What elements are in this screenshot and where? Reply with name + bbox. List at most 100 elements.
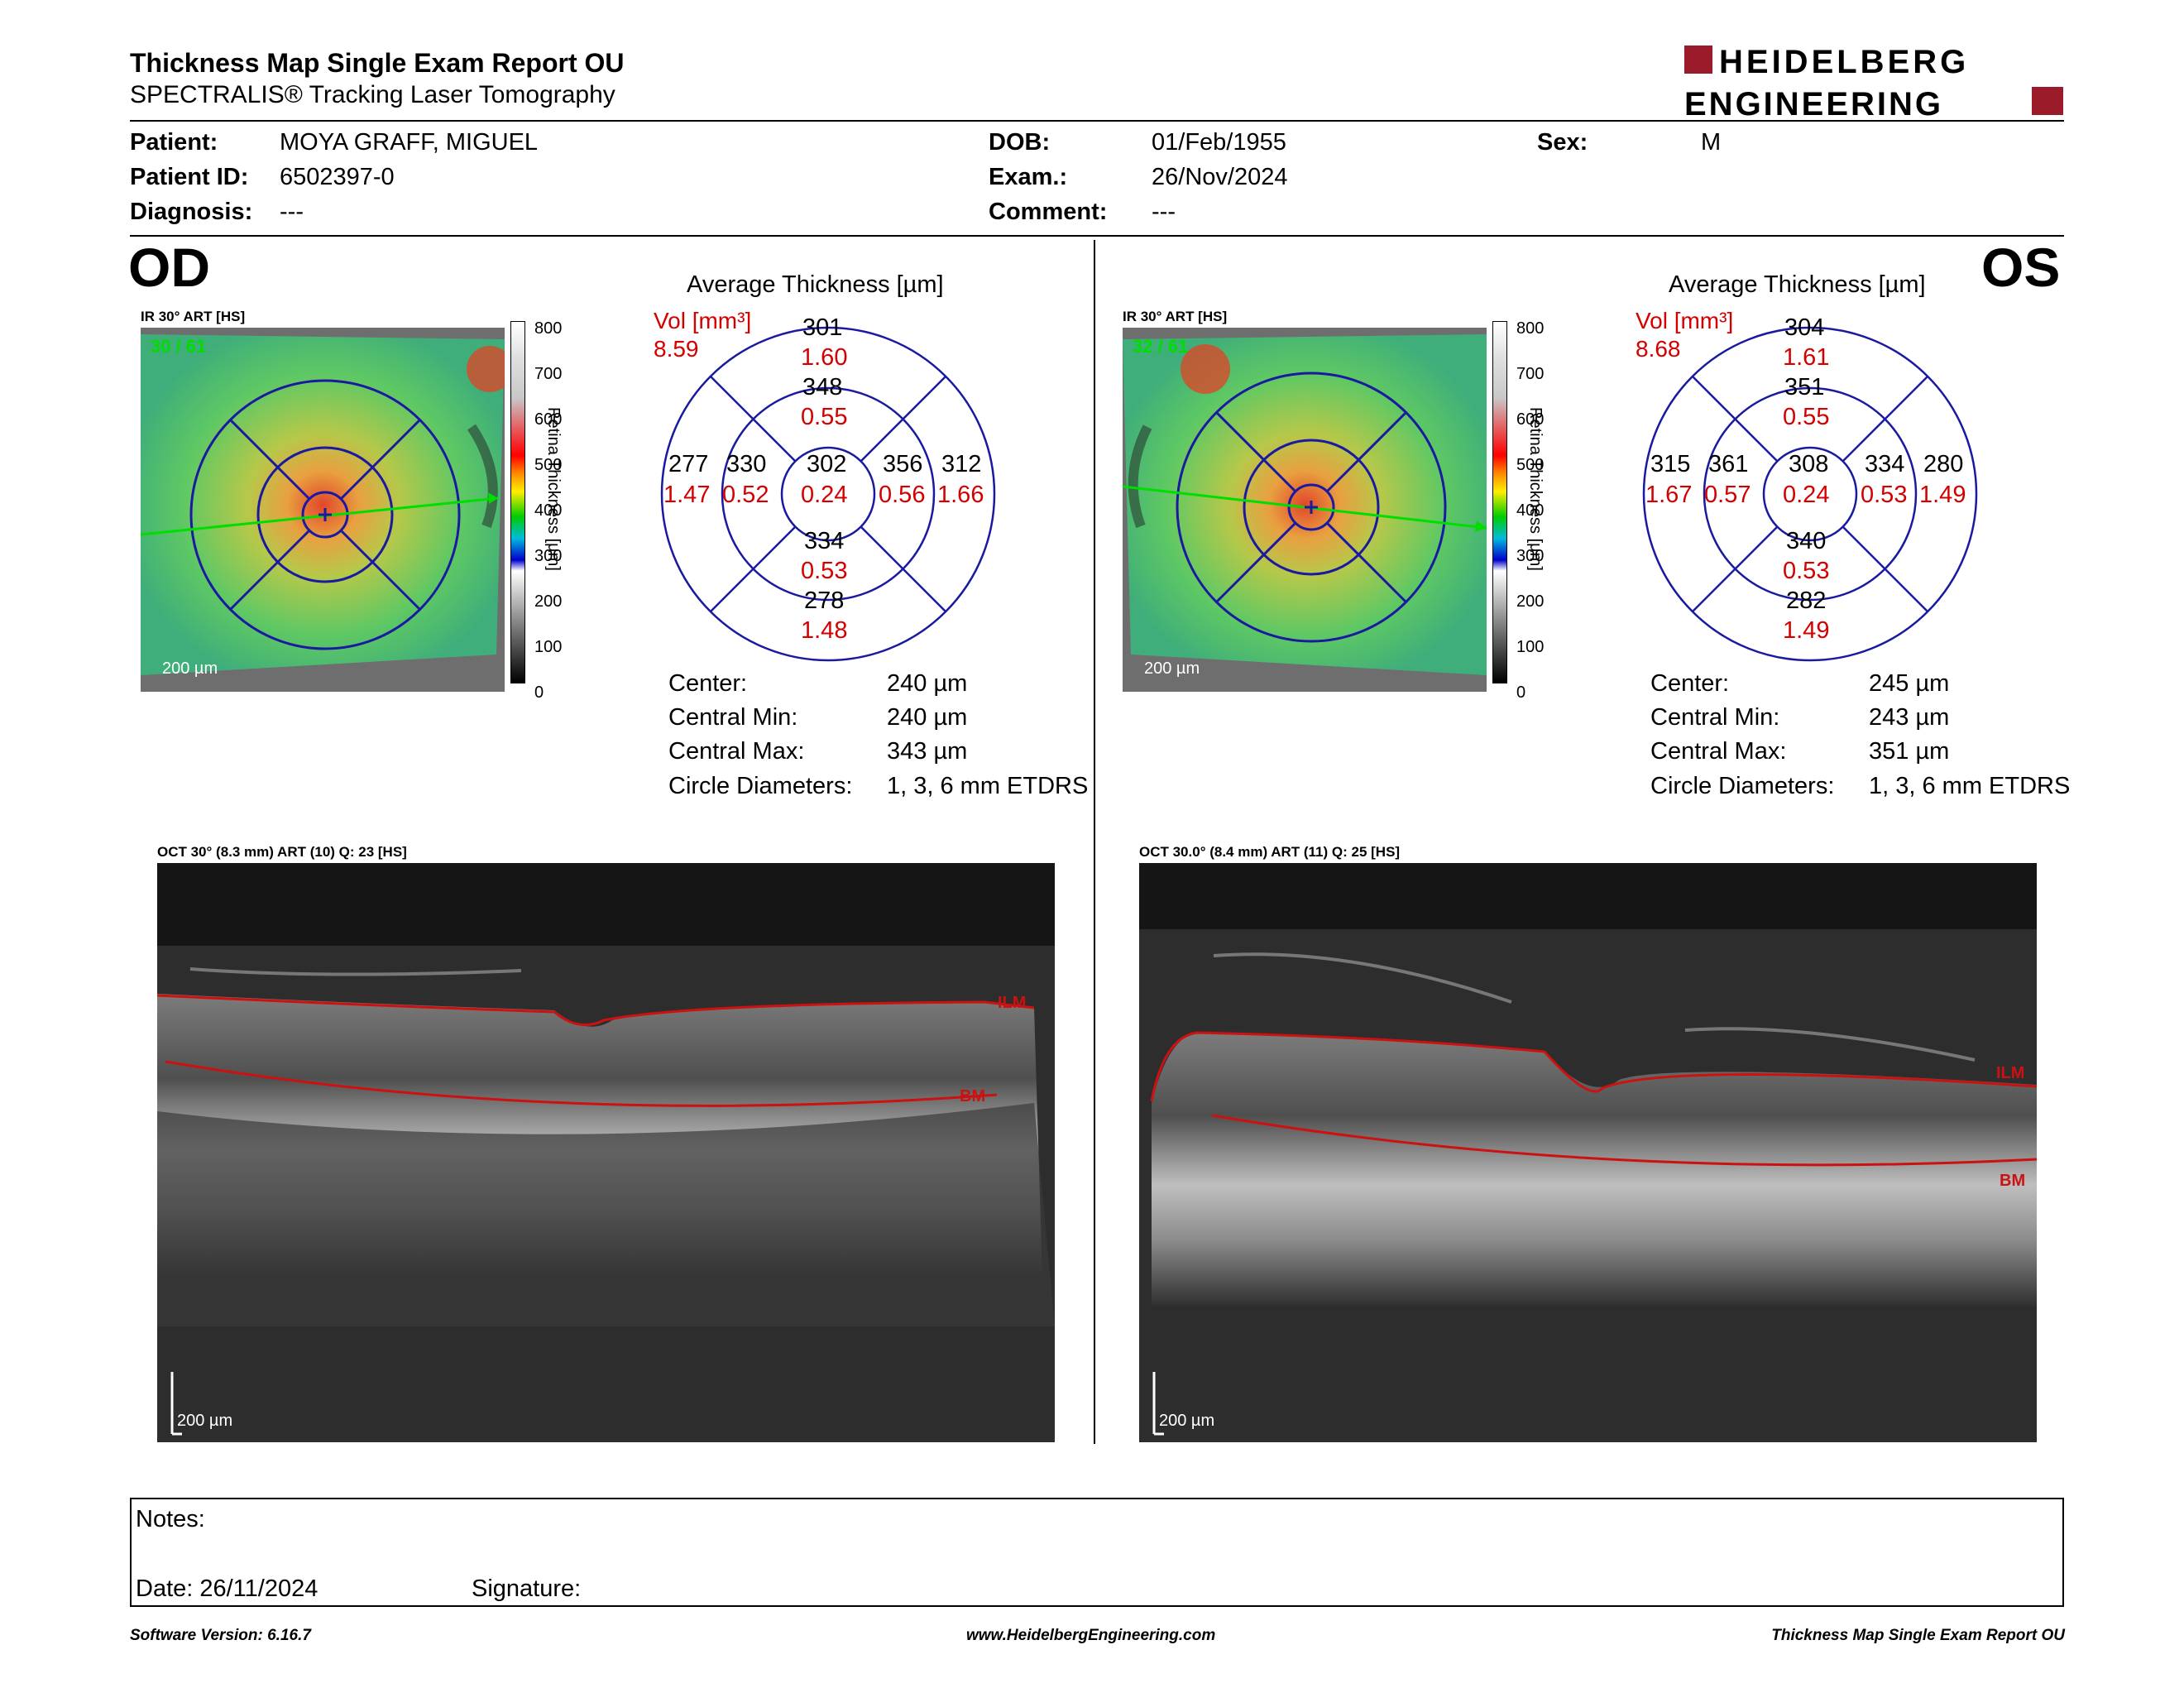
footer-report-name: Thickness Map Single Exam Report OU — [1771, 1627, 2065, 1644]
os-circle-diam-value: 1, 3, 6 mm ETDRS — [1869, 773, 2071, 799]
od-oct-label: OCT 30° (8.3 mm) ART (10) Q: 23 [HS] — [157, 844, 407, 860]
os-outer-temp-thickness: 280 — [1923, 451, 1964, 477]
sex-label: Sex: — [1537, 129, 1588, 156]
os-inner-temp-volume: 0.53 — [1861, 482, 1908, 508]
od-frame-count: 30 / 61 — [151, 336, 206, 357]
header-divider — [130, 120, 2064, 122]
os-center-volume: 0.24 — [1783, 482, 1830, 508]
od-center-volume: 0.24 — [801, 482, 848, 508]
os-inner-sup-volume: 0.55 — [1783, 404, 1830, 430]
os-oct-bscan: ILM BM 200 µm — [1139, 863, 2037, 1442]
od-vol-total: 8.59 — [654, 336, 699, 362]
os-colorbar — [1492, 321, 1507, 683]
od-outer-inf-volume: 1.48 — [801, 617, 848, 644]
patient-label: Patient: — [130, 129, 218, 156]
signature-label: Signature: — [472, 1575, 582, 1602]
notes-box[interactable] — [130, 1498, 2064, 1607]
os-ilm-label: ILM — [1996, 1064, 2024, 1082]
os-outer-temp-volume: 1.49 — [1919, 482, 1966, 508]
notes-label: Notes: — [136, 1506, 205, 1532]
od-central-max-value: 343 µm — [887, 738, 968, 765]
od-central-min-value: 240 µm — [887, 704, 968, 731]
logo-line1: HEIDELBERG — [1719, 46, 1969, 80]
diagnosis-label: Diagnosis: — [130, 199, 253, 225]
os-circle-diam-label: Circle Diameters: — [1650, 773, 1835, 799]
os-inner-temp-thickness: 334 — [1865, 451, 1905, 477]
od-oct-bscan: ILM BM 200 µm — [157, 863, 1055, 1442]
od-outer-nas-volume: 1.66 — [937, 482, 984, 508]
od-inner-temp-thickness: 330 — [726, 451, 767, 477]
od-bm-label: BM — [960, 1087, 985, 1105]
od-outer-inf-thickness: 278 — [804, 587, 845, 614]
os-thickness-map: 32 / 61 200 µm — [1123, 328, 1487, 692]
os-inner-nas-thickness: 361 — [1708, 451, 1749, 477]
heidelberg-engineering-logo: HEIDELBERG ENGINEERING — [1684, 46, 2063, 118]
od-colorbar-ticks: 800 700 600 500 400 300 200 100 0 — [534, 319, 563, 702]
eye-label-os: OS — [1981, 237, 2061, 298]
report-subtitle: SPECTRALIS® Tracking Laser Tomography — [130, 81, 615, 108]
od-ir-label: IR 30° ART [HS] — [141, 309, 246, 324]
os-central-max-value: 351 µm — [1869, 738, 1950, 765]
od-ilm-label: ILM — [998, 994, 1026, 1012]
od-oct-scale: 200 µm — [177, 1412, 232, 1430]
od-center-label: Center: — [668, 670, 748, 697]
od-outer-temp-thickness: 277 — [668, 451, 709, 477]
sex-value: M — [1701, 129, 1722, 156]
comment-value: --- — [1152, 199, 1176, 225]
os-central-min-label: Central Min: — [1650, 704, 1780, 731]
os-outer-nas-thickness: 315 — [1650, 451, 1691, 477]
od-central-max-label: Central Max: — [668, 738, 805, 765]
dob-label: DOB: — [989, 129, 1051, 156]
patient-id-value: 6502397-0 — [280, 164, 395, 190]
od-outer-sup-thickness: 301 — [802, 314, 843, 341]
os-outer-nas-volume: 1.67 — [1645, 482, 1693, 508]
od-circle-diam-label: Circle Diameters: — [668, 773, 853, 799]
os-outer-inf-thickness: 282 — [1786, 587, 1827, 614]
eye-divider — [1094, 240, 1095, 1444]
patient-divider — [130, 235, 2064, 237]
os-center-label: Center: — [1650, 670, 1730, 697]
os-center-value: 245 µm — [1869, 670, 1950, 697]
od-outer-nas-thickness: 312 — [941, 451, 982, 477]
os-inner-inf-thickness: 340 — [1786, 528, 1827, 554]
od-inner-inf-thickness: 334 — [804, 528, 845, 554]
os-colorbar-ticks: 800 700 600 500 400 300 200 100 0 — [1516, 319, 1545, 702]
os-etdrs-grid — [1642, 326, 1978, 662]
os-center-thickness: 308 — [1789, 451, 1829, 477]
os-outer-inf-volume: 1.49 — [1783, 617, 1830, 644]
logo-line2: ENGINEERING — [1684, 86, 1943, 118]
os-central-max-label: Central Max: — [1650, 738, 1787, 765]
patient-value: MOYA GRAFF, MIGUEL — [280, 129, 539, 156]
od-avg-title: Average Thickness [µm] — [687, 271, 944, 298]
os-ir-label: IR 30° ART [HS] — [1123, 309, 1228, 324]
os-central-min-value: 243 µm — [1869, 704, 1950, 731]
os-colorbar-title: Retina Thickness [µm] — [1526, 407, 1545, 571]
dob-value: 01/Feb/1955 — [1152, 129, 1286, 156]
os-inner-sup-thickness: 351 — [1784, 374, 1825, 400]
od-inner-nas-thickness: 356 — [883, 451, 923, 477]
od-colorbar-title: Retina Thickness [µm] — [544, 407, 563, 571]
od-map-scale: 200 µm — [162, 659, 218, 678]
os-inner-inf-volume: 0.53 — [1783, 558, 1830, 584]
od-outer-temp-volume: 1.47 — [663, 482, 711, 508]
od-central-min-label: Central Min: — [668, 704, 798, 731]
date-label: Date: 26/11/2024 — [136, 1575, 318, 1602]
os-vol-label: Vol [mm³] — [1636, 308, 1734, 333]
od-thickness-map: 30 / 61 200 µm — [141, 328, 505, 692]
od-etdrs-grid — [660, 326, 996, 662]
eye-label-od: OD — [128, 237, 210, 298]
os-oct-label: OCT 30.0° (8.4 mm) ART (11) Q: 25 [HS] — [1139, 844, 1401, 860]
os-avg-title: Average Thickness [µm] — [1669, 271, 1926, 298]
od-outer-sup-volume: 1.60 — [801, 344, 848, 371]
os-oct-scale: 200 µm — [1159, 1412, 1214, 1430]
os-bm-label: BM — [2000, 1172, 2025, 1190]
os-inner-nas-volume: 0.57 — [1704, 482, 1751, 508]
od-inner-sup-thickness: 348 — [802, 374, 843, 400]
od-inner-sup-volume: 0.55 — [801, 404, 848, 430]
footer-software-version: Software Version: 6.16.7 — [130, 1627, 311, 1644]
os-vol-total: 8.68 — [1636, 336, 1681, 362]
od-center-thickness: 302 — [807, 451, 847, 477]
od-vol-label: Vol [mm³] — [654, 308, 752, 333]
od-colorbar — [510, 321, 525, 683]
os-map-scale: 200 µm — [1144, 659, 1200, 678]
